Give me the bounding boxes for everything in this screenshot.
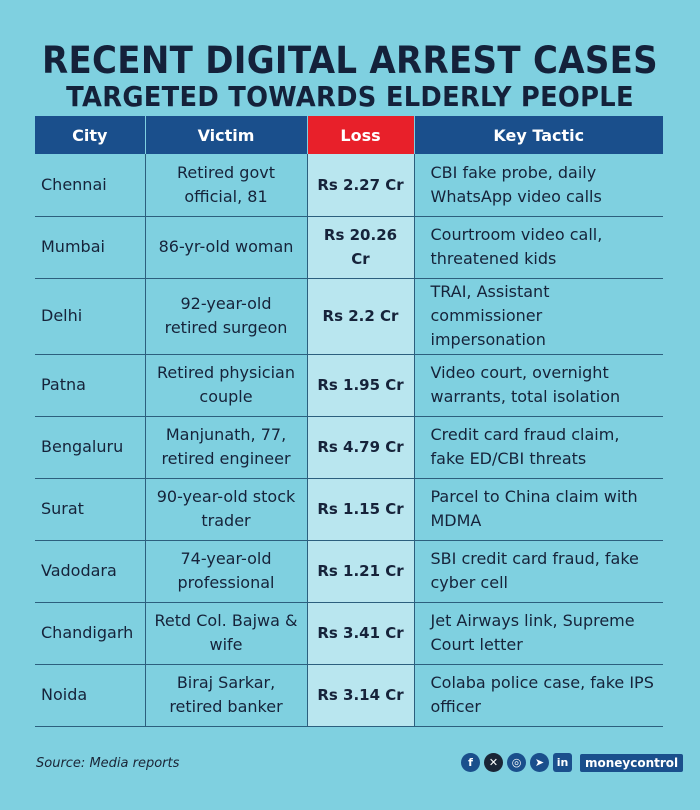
- source-note: Source: Media reports: [36, 756, 180, 771]
- title-line-2: TARGETED TOWARDS ELDERLY PEOPLE: [66, 80, 634, 113]
- moneycontrol-logo[interactable]: moneycontrol: [580, 753, 684, 772]
- linkedin-icon[interactable]: in: [553, 753, 572, 772]
- cell-loss: Rs 4.79 Cr: [307, 416, 415, 479]
- cell-victim: Retd Col. Bajwa & wife: [145, 602, 308, 665]
- cell-victim: Biraj Sarkar, retired banker: [145, 664, 308, 727]
- table-row: Surat 90-year-old stock trader Rs 1.15 Cr P…: [35, 478, 663, 541]
- header-city: City: [35, 116, 146, 154]
- cell-loss: Rs 1.95 Cr: [307, 354, 415, 417]
- cell-tactic: Video court, overnight warrants, total i…: [414, 354, 663, 417]
- cell-city: Surat: [35, 478, 146, 541]
- table-row: Noida Biraj Sarkar, retired banker Rs 3.14…: [35, 664, 663, 727]
- table-row: Delhi 92-year-old retired surgeon Rs 2.2 C…: [35, 278, 663, 355]
- table-row: Patna Retired physician couple Rs 1.95 Cr V…: [35, 354, 663, 417]
- cell-loss: Rs 1.15 Cr: [307, 478, 415, 541]
- instagram-icon[interactable]: ◎: [507, 753, 526, 772]
- cell-victim: 74-year-old professional: [145, 540, 308, 603]
- table-header-row: City Victim Loss Key Tactic: [35, 116, 663, 154]
- cell-city: Delhi: [35, 278, 146, 355]
- cell-loss: Rs 2.2 Cr: [307, 278, 415, 355]
- cell-victim: Retired govt official, 81: [145, 154, 308, 217]
- social-bar: f ✕ ◎ ➤ in moneycontrol: [461, 753, 684, 772]
- cell-victim: Retired physician couple: [145, 354, 308, 417]
- table-row: Mumbai 86-yr-old woman Rs 20.26 Cr Courtroo…: [35, 216, 663, 279]
- table-row: Chennai Retired govt official, 81 Rs 2.27 …: [35, 154, 663, 217]
- cell-loss: Rs 2.27 Cr: [307, 154, 415, 217]
- cell-victim: 90-year-old stock trader: [145, 478, 308, 541]
- header-key-tactic: Key Tactic: [414, 116, 663, 154]
- cell-tactic: Parcel to China claim with MDMA: [414, 478, 663, 541]
- cell-tactic: Credit card fraud claim, fake ED/CBI thr…: [414, 416, 663, 479]
- cell-victim: 92-year-old retired surgeon: [145, 278, 308, 355]
- cell-victim: 86-yr-old woman: [145, 216, 308, 279]
- x-icon[interactable]: ✕: [484, 753, 503, 772]
- cell-loss: Rs 3.14 Cr: [307, 664, 415, 727]
- cell-city: Noida: [35, 664, 146, 727]
- table-row: Vadodara 74-year-old professional Rs 1.21 …: [35, 540, 663, 603]
- table-row: Chandigarh Retd Col. Bajwa & wife Rs 3.41 …: [35, 602, 663, 665]
- cell-tactic: Courtroom video call, threatened kids: [414, 216, 663, 279]
- cell-city: Bengaluru: [35, 416, 146, 479]
- cell-loss: Rs 1.21 Cr: [307, 540, 415, 603]
- header-loss: Loss: [307, 116, 415, 154]
- facebook-icon[interactable]: f: [461, 753, 480, 772]
- cell-loss: Rs 3.41 Cr: [307, 602, 415, 665]
- title-line-1: RECENT DIGITAL ARREST CASES: [42, 39, 658, 82]
- cell-tactic: Jet Airways link, Supreme Court letter: [414, 602, 663, 665]
- table-row: Bengaluru Manjunath, 77, retired engineer…: [35, 416, 663, 479]
- cell-city: Chandigarh: [35, 602, 146, 665]
- cases-table: City Victim Loss Key Tactic Chennai Retir…: [35, 116, 663, 727]
- cell-tactic: Colaba police case, fake IPS officer: [414, 664, 663, 727]
- cell-city: Vadodara: [35, 540, 146, 603]
- cell-tactic: SBI credit card fraud, fake cyber cell: [414, 540, 663, 603]
- cell-tactic: TRAI, Assistant commissioner impersonati…: [414, 278, 663, 355]
- cell-tactic: CBI fake probe, daily WhatsApp video cal…: [414, 154, 663, 217]
- cell-city: Chennai: [35, 154, 146, 217]
- cell-loss: Rs 20.26 Cr: [307, 216, 415, 279]
- telegram-icon[interactable]: ➤: [530, 753, 549, 772]
- header-victim: Victim: [145, 116, 308, 154]
- cell-city: Mumbai: [35, 216, 146, 279]
- cell-victim: Manjunath, 77, retired engineer: [145, 416, 308, 479]
- cell-city: Patna: [35, 354, 146, 417]
